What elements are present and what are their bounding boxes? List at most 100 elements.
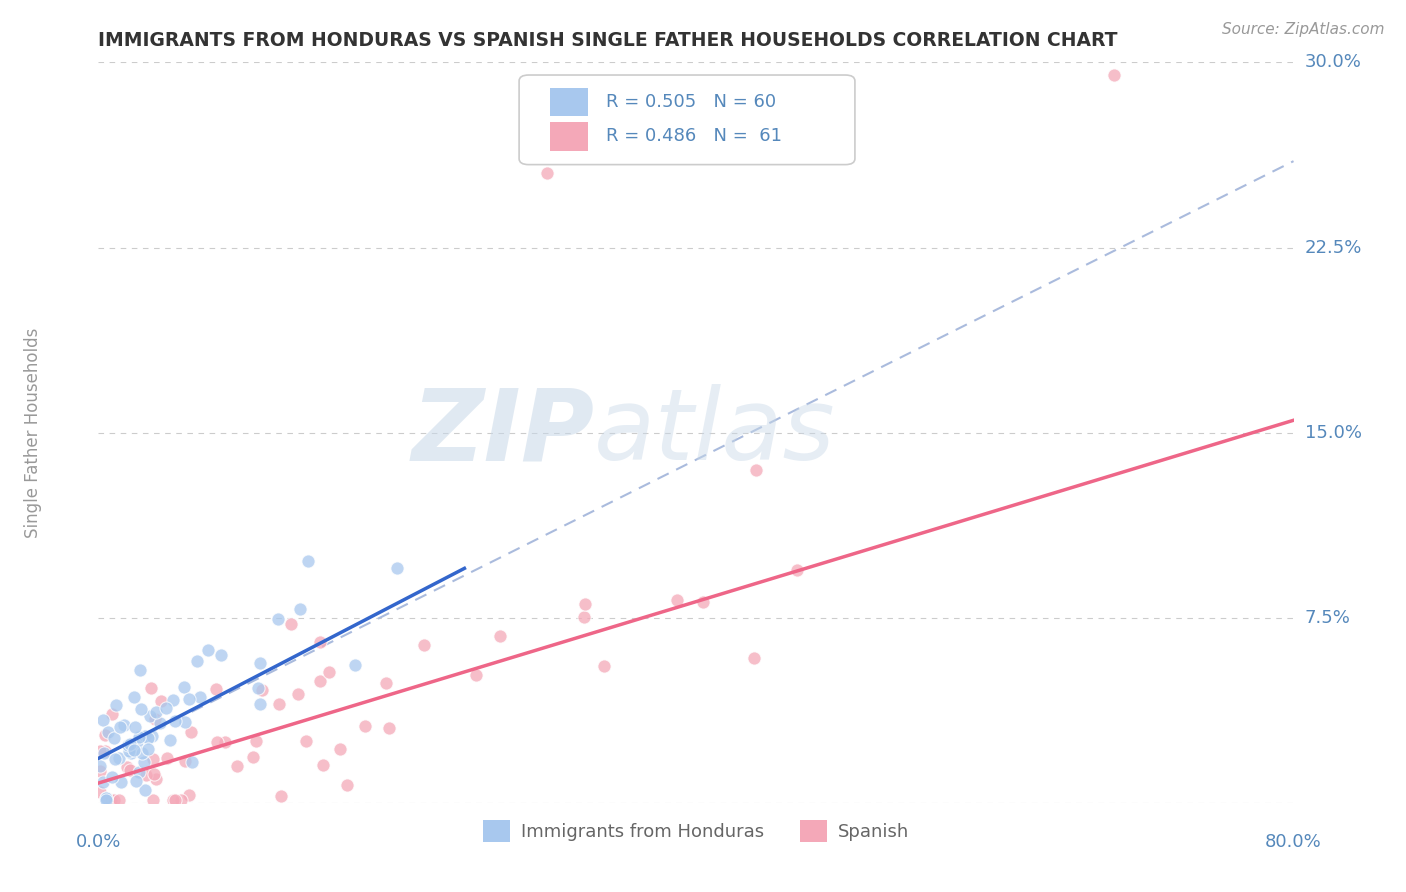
Point (142, 767, 165, 781)
Point (308, 634, 330, 648)
Point (173, 681, 195, 695)
Point (100, 793, 122, 807)
Point (250, 682, 273, 697)
Point (162, 793, 184, 807)
Point (593, 659, 616, 673)
Point (128, 663, 150, 677)
Text: 30.0%: 30.0% (1305, 54, 1361, 71)
Point (267, 612, 290, 626)
Point (786, 563, 808, 577)
Text: 22.5%: 22.5% (1305, 238, 1362, 257)
Point (139, 709, 162, 723)
Point (128, 764, 150, 779)
Point (101, 706, 124, 721)
Point (180, 755, 202, 769)
Point (354, 719, 377, 733)
Text: ZIP: ZIP (412, 384, 595, 481)
Point (125, 774, 148, 789)
Point (142, 752, 165, 766)
FancyBboxPatch shape (519, 75, 855, 165)
Point (118, 737, 141, 751)
Point (214, 735, 236, 749)
Text: Source: ZipAtlas.com: Source: ZipAtlas.com (1222, 22, 1385, 37)
Point (312, 758, 335, 772)
Point (135, 768, 157, 782)
Point (98, 793, 121, 807)
Point (150, 694, 173, 708)
Point (97, 724, 120, 739)
Point (246, 681, 269, 695)
Point (159, 733, 181, 747)
Point (288, 602, 311, 616)
Point (163, 793, 186, 807)
Point (329, 742, 352, 756)
Point (136, 731, 159, 745)
Point (249, 657, 271, 671)
Point (127, 735, 149, 749)
Point (412, 638, 434, 652)
Point (374, 676, 396, 690)
Point (574, 598, 596, 612)
Point (139, 681, 162, 696)
Legend: Immigrants from Honduras, Spanish: Immigrants from Honduras, Spanish (475, 813, 917, 849)
Point (385, 561, 409, 575)
Point (94, 790, 117, 805)
Point (129, 702, 152, 716)
Point (122, 742, 145, 756)
Point (112, 718, 135, 732)
Point (665, 592, 688, 607)
Point (377, 721, 399, 735)
Point (270, 789, 292, 803)
Point (145, 705, 167, 719)
Point (134, 783, 156, 797)
Text: IMMIGRANTS FROM HONDURAS VS SPANISH SINGLE FATHER HOUSEHOLDS CORRELATION CHART: IMMIGRANTS FROM HONDURAS VS SPANISH SING… (98, 30, 1118, 50)
Text: R = 0.486   N =  61: R = 0.486 N = 61 (606, 128, 782, 145)
Point (143, 712, 166, 726)
Text: atlas: atlas (595, 384, 837, 481)
Text: Single Father Households: Single Father Households (24, 327, 42, 538)
Point (145, 772, 167, 786)
Point (89, 744, 111, 758)
Point (245, 733, 267, 747)
Text: 7.5%: 7.5% (1305, 608, 1351, 627)
Point (692, 595, 714, 609)
Point (124, 720, 146, 734)
Point (117, 738, 139, 752)
Point (141, 730, 163, 744)
Point (173, 754, 195, 768)
Point (101, 770, 124, 784)
Point (572, 610, 595, 624)
Point (188, 690, 211, 705)
Point (745, 462, 768, 476)
Text: 0.0%: 0.0% (76, 833, 121, 851)
Point (103, 752, 125, 766)
Point (94, 793, 117, 807)
Point (118, 744, 141, 758)
Point (91, 775, 114, 789)
Point (162, 692, 184, 706)
Point (173, 714, 195, 729)
Point (336, 778, 359, 792)
Point (297, 554, 319, 568)
Text: 80.0%: 80.0% (1265, 833, 1322, 851)
Point (155, 701, 177, 715)
Point (225, 759, 247, 773)
Point (142, 793, 165, 807)
Point (128, 731, 150, 745)
Point (132, 755, 155, 769)
Point (170, 793, 193, 807)
Point (156, 751, 179, 765)
Point (89, 764, 111, 778)
Point (134, 730, 156, 744)
Point (120, 746, 142, 760)
Point (1104, 68, 1126, 82)
Point (107, 793, 129, 807)
Point (94, 744, 117, 758)
Point (105, 698, 128, 712)
Point (108, 720, 131, 734)
Point (179, 692, 201, 706)
Point (318, 665, 340, 679)
Point (267, 698, 290, 712)
Point (489, 629, 512, 643)
Point (149, 715, 172, 730)
